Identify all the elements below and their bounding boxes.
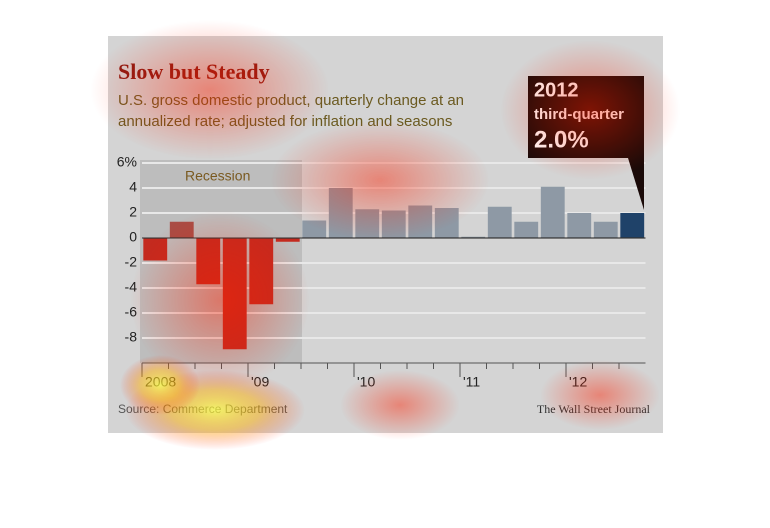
bar bbox=[593, 221, 618, 238]
bar bbox=[540, 186, 565, 238]
bar bbox=[567, 213, 592, 238]
chart-subtitle: U.S. gross domestic product, quarterly c… bbox=[118, 92, 465, 130]
callout-year: 2012 bbox=[534, 79, 579, 101]
bar bbox=[408, 205, 433, 238]
bar bbox=[487, 206, 512, 238]
bar bbox=[328, 188, 353, 238]
y-tick-label: 6% bbox=[117, 154, 137, 170]
credit: The Wall Street Journal bbox=[537, 402, 651, 416]
y-tick-label: 4 bbox=[129, 179, 137, 195]
y-tick-label: 0 bbox=[129, 229, 137, 245]
bar bbox=[355, 209, 380, 238]
bar bbox=[381, 210, 406, 238]
x-tick-label: '10 bbox=[357, 374, 375, 390]
x-tick-label: '12 bbox=[569, 374, 587, 390]
subtitle-box: U.S. gross domestic product, quarterly c… bbox=[118, 92, 465, 130]
recession-label: Recession bbox=[185, 168, 250, 184]
x-tick-label: '09 bbox=[251, 374, 269, 390]
x-tick-label: '11 bbox=[463, 374, 480, 390]
bar bbox=[196, 238, 221, 285]
bar bbox=[249, 238, 274, 305]
y-tick-label: -2 bbox=[125, 254, 138, 270]
bar bbox=[434, 208, 459, 238]
chart-title: Slow but Steady bbox=[118, 59, 270, 84]
bar bbox=[169, 221, 194, 238]
recession-shade bbox=[140, 160, 302, 363]
y-tick-label: -6 bbox=[125, 304, 138, 320]
bar bbox=[514, 221, 539, 238]
y-tick-label: 2 bbox=[129, 204, 137, 220]
bar bbox=[222, 238, 247, 350]
callout-label: third-quarter bbox=[534, 106, 624, 123]
bar bbox=[302, 220, 327, 238]
bar bbox=[143, 238, 168, 261]
callout-value: 2.0% bbox=[534, 126, 589, 153]
bar bbox=[620, 213, 645, 238]
y-tick-label: -4 bbox=[125, 279, 138, 295]
y-tick-label: -8 bbox=[125, 329, 138, 345]
source: Source: Commerce Department bbox=[118, 402, 288, 416]
x-tick-label: 2008 bbox=[145, 374, 176, 390]
